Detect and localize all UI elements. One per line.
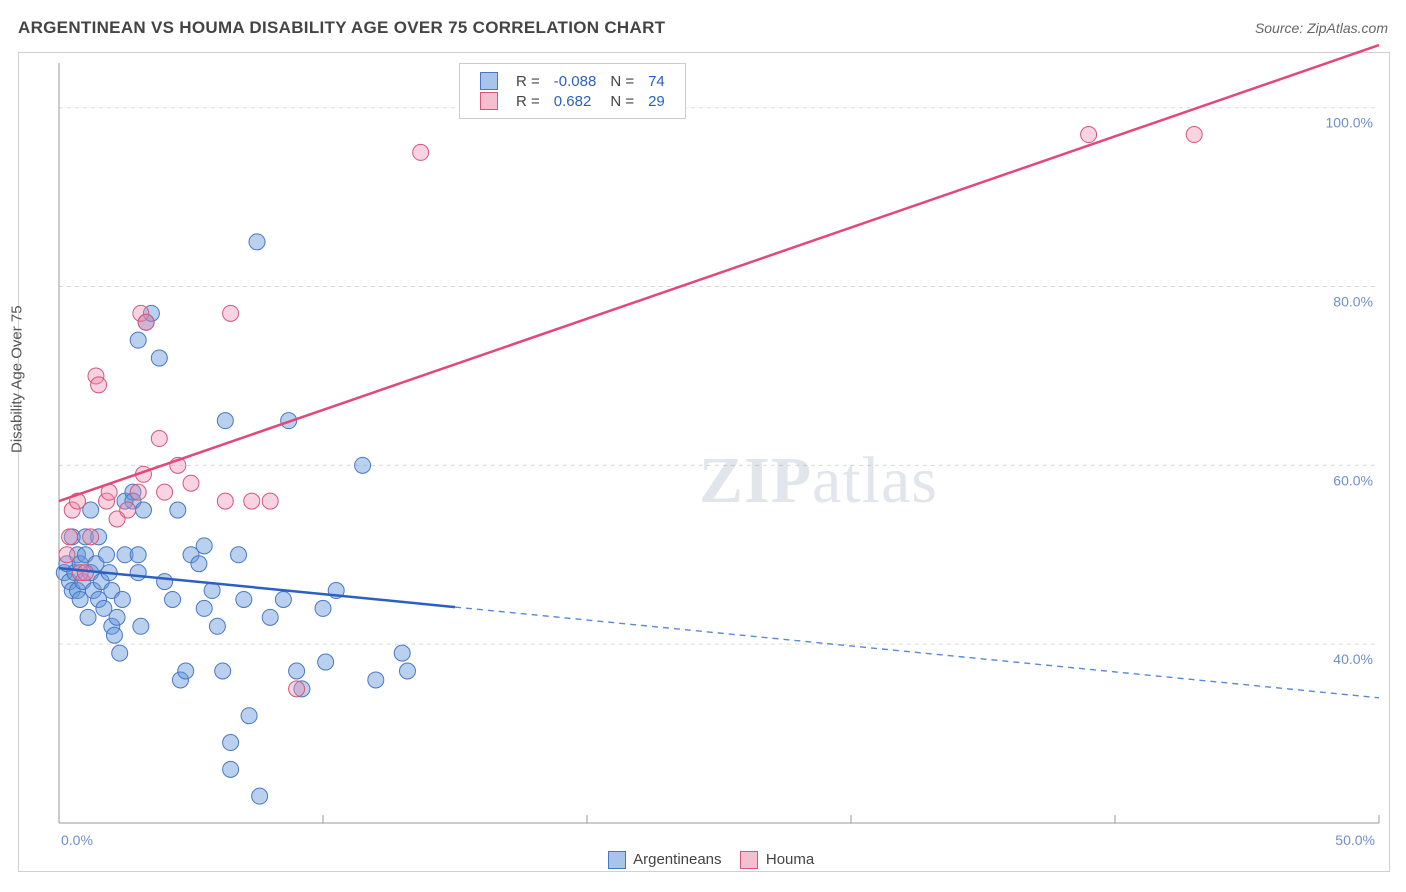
data-point-argentineans <box>368 672 384 688</box>
legend-label-houma: Houma <box>762 851 815 868</box>
data-point-argentineans <box>249 234 265 250</box>
data-point-argentineans <box>355 457 371 473</box>
data-point-argentineans <box>80 609 96 625</box>
data-point-argentineans <box>289 663 305 679</box>
data-point-houma <box>59 547 75 563</box>
y-tick-label: 100.0% <box>1326 115 1373 131</box>
data-point-houma <box>183 475 199 491</box>
data-point-argentineans <box>252 788 268 804</box>
data-point-houma <box>244 493 260 509</box>
data-point-argentineans <box>130 547 146 563</box>
data-point-houma <box>157 484 173 500</box>
legend-n-label: N = <box>604 72 640 90</box>
data-point-argentineans <box>262 609 278 625</box>
data-point-argentineans <box>178 663 194 679</box>
data-point-argentineans <box>170 502 186 518</box>
data-point-argentineans <box>394 645 410 661</box>
data-point-argentineans <box>133 618 149 634</box>
data-point-argentineans <box>241 708 257 724</box>
legend-swatch <box>740 851 758 869</box>
legend-r-value: -0.088 <box>548 72 603 90</box>
legend-n-value: 29 <box>642 92 671 110</box>
legend-swatch <box>480 92 498 110</box>
data-point-argentineans <box>151 350 167 366</box>
chart-container: Disability Age Over 75 40.0%60.0%80.0%10… <box>18 52 1390 872</box>
data-point-houma <box>62 529 78 545</box>
data-point-argentineans <box>217 413 233 429</box>
legend-r-label: R = <box>510 92 546 110</box>
data-point-houma <box>289 681 305 697</box>
data-point-argentineans <box>135 502 151 518</box>
data-point-argentineans <box>209 618 225 634</box>
y-axis-label: Disability Age Over 75 <box>9 305 26 453</box>
data-point-argentineans <box>196 538 212 554</box>
legend-row-houma: R =0.682N =29 <box>474 92 671 110</box>
data-point-argentineans <box>99 547 115 563</box>
data-point-houma <box>413 144 429 160</box>
data-point-houma <box>77 565 93 581</box>
data-point-argentineans <box>215 663 231 679</box>
legend-r-value: 0.682 <box>548 92 603 110</box>
data-point-argentineans <box>399 663 415 679</box>
data-point-argentineans <box>112 645 128 661</box>
data-point-argentineans <box>196 600 212 616</box>
data-point-argentineans <box>130 332 146 348</box>
data-point-houma <box>151 431 167 447</box>
data-point-argentineans <box>106 627 122 643</box>
data-point-houma <box>223 305 239 321</box>
legend-bottom: Argentineans Houma <box>19 851 1389 869</box>
data-point-houma <box>262 493 278 509</box>
scatter-plot: 40.0%60.0%80.0%100.0%0.0%50.0% ZIPatlas <box>59 63 1379 823</box>
data-point-argentineans <box>191 556 207 572</box>
legend-top: R =-0.088N =74R =0.682N =29 <box>459 63 686 119</box>
data-point-argentineans <box>109 609 125 625</box>
legend-swatch <box>608 851 626 869</box>
data-point-argentineans <box>231 547 247 563</box>
data-point-argentineans <box>315 600 331 616</box>
data-point-houma <box>138 314 154 330</box>
plot-svg: 40.0%60.0%80.0%100.0%0.0%50.0% <box>59 63 1379 823</box>
data-point-houma <box>130 484 146 500</box>
page-title: ARGENTINEAN VS HOUMA DISABILITY AGE OVER… <box>18 18 665 38</box>
y-tick-label: 40.0% <box>1333 651 1373 667</box>
data-point-argentineans <box>236 591 252 607</box>
data-point-houma <box>91 377 107 393</box>
regression-line-houma <box>59 45 1379 501</box>
data-point-argentineans <box>318 654 334 670</box>
legend-row-argentineans: R =-0.088N =74 <box>474 72 671 90</box>
legend-label-argentineans: Argentineans <box>630 851 726 868</box>
legend-r-label: R = <box>510 72 546 90</box>
data-point-argentineans <box>114 591 130 607</box>
y-tick-label: 60.0% <box>1333 472 1373 488</box>
data-point-houma <box>83 529 99 545</box>
data-point-argentineans <box>223 735 239 751</box>
data-point-houma <box>1081 127 1097 143</box>
data-point-houma <box>1186 127 1202 143</box>
data-point-houma <box>217 493 233 509</box>
data-point-argentineans <box>130 565 146 581</box>
legend-swatch <box>480 72 498 90</box>
data-point-argentineans <box>165 591 181 607</box>
data-point-argentineans <box>223 761 239 777</box>
x-tick-label: 0.0% <box>61 832 93 848</box>
regression-line-ext-argentineans <box>455 607 1379 698</box>
data-point-argentineans <box>157 574 173 590</box>
legend-n-label: N = <box>604 92 640 110</box>
data-point-houma <box>120 502 136 518</box>
data-point-argentineans <box>275 591 291 607</box>
legend-n-value: 74 <box>642 72 671 90</box>
y-tick-label: 80.0% <box>1333 294 1373 310</box>
source-label: Source: ZipAtlas.com <box>1255 20 1388 36</box>
x-tick-label: 50.0% <box>1335 832 1375 848</box>
